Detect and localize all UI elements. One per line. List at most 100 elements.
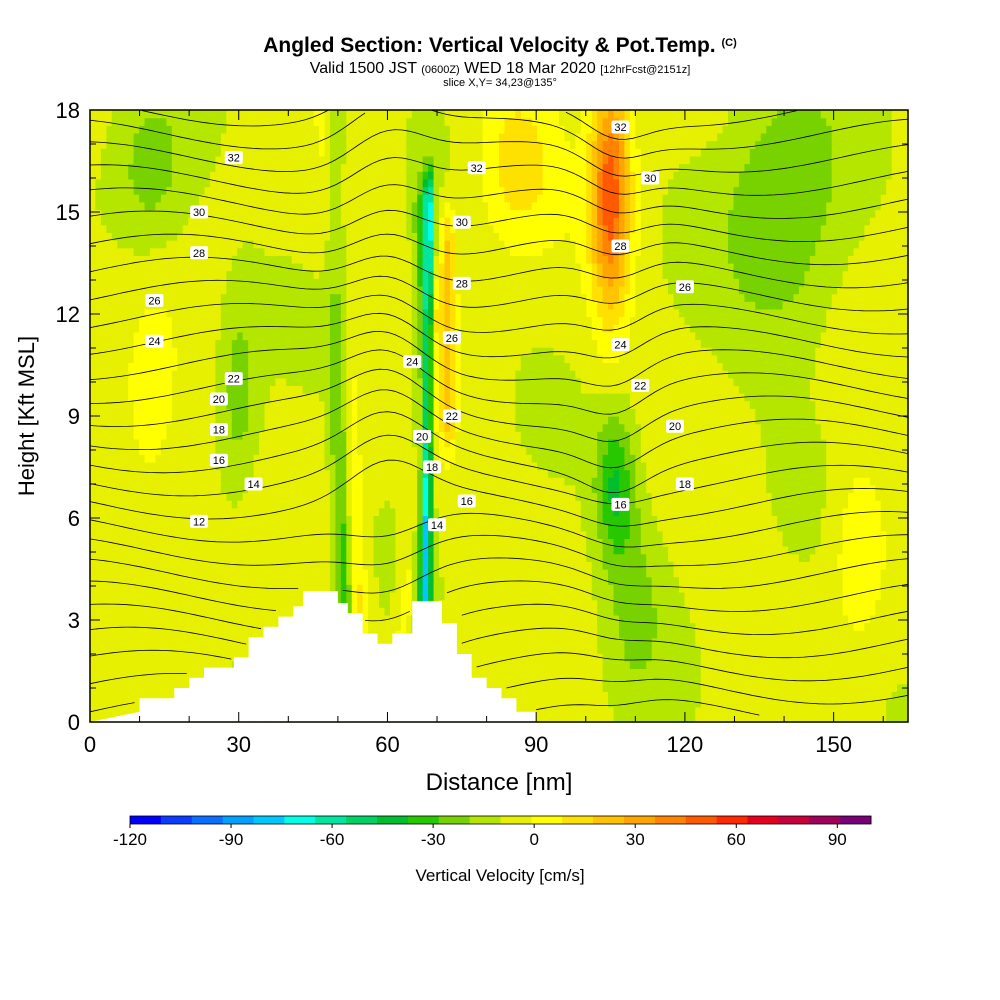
velocity-cell [242,607,249,616]
velocity-cell [144,446,151,455]
velocity-cell [248,370,255,379]
velocity-cell [335,362,342,371]
velocity-cell [275,232,282,241]
velocity-cell [144,240,151,249]
velocity-cell [182,614,189,624]
velocity-cell [117,461,124,471]
velocity-cell [259,201,266,211]
velocity-cell [209,408,217,417]
velocity-cell [182,477,189,486]
velocity-cell [226,538,233,547]
velocity-cell [155,423,162,432]
velocity-cell [417,507,424,517]
velocity-cell [117,691,124,700]
velocity-cell [237,538,244,547]
velocity-cell [351,569,358,578]
velocity-cell [166,500,173,509]
velocity-cell [182,653,189,662]
velocity-cell [417,224,424,233]
velocity-cell [100,454,107,463]
velocity-cell [389,140,396,149]
velocity-cell [193,140,200,149]
velocity-cell [90,408,97,417]
velocity-cell [122,569,129,578]
velocity-cell [275,354,282,364]
velocity-cell [324,232,331,241]
velocity-cell [302,431,309,440]
velocity-cell [144,454,151,463]
velocity-cell [346,285,353,295]
velocity-cell [357,408,364,417]
velocity-cell [237,614,244,624]
velocity-cell [171,217,178,226]
velocity-cell [329,293,336,302]
velocity-cell [269,324,277,333]
velocity-cell [226,438,233,448]
velocity-cell [406,385,413,394]
velocity-cell [346,224,353,233]
velocity-cell [209,377,217,386]
velocity-cell [90,324,97,333]
velocity-cell [220,614,227,624]
velocity-cell [384,377,391,386]
velocity-cell [389,553,396,562]
velocity-cell [302,224,309,233]
velocity-cell [209,217,217,226]
velocity-cell [215,270,222,279]
velocity-cell [177,255,184,264]
velocity-cell [128,599,135,608]
velocity-cell [400,370,407,379]
velocity-cell [379,438,386,448]
velocity-cell [220,301,227,310]
velocity-cell [346,125,353,134]
velocity-cell [329,201,336,211]
velocity-cell [373,278,380,287]
velocity-cell [384,492,391,501]
velocity-cell [117,209,124,218]
velocity-cell [182,469,189,478]
velocity-cell [171,477,178,486]
velocity-cell [231,477,238,486]
velocity-cell [100,676,107,685]
velocity-cell [155,117,162,126]
velocity-cell [319,285,326,295]
velocity-cell [106,217,113,226]
velocity-cell [253,217,260,226]
velocity-cell [149,492,157,501]
velocity-cell [188,622,195,631]
velocity-cell [149,125,157,134]
velocity-cell [199,614,206,624]
velocity-cell [422,140,429,149]
velocity-cell [199,622,206,631]
velocity-cell [231,132,238,142]
velocity-cell [100,584,107,593]
velocity-cell [368,354,375,364]
velocity-cell [368,614,375,624]
velocity-cell [166,163,173,172]
velocity-cell [133,301,140,310]
velocity-cell [368,186,375,195]
velocity-cell [182,530,189,539]
velocity-cell [379,607,386,616]
velocity-cell [220,224,227,233]
velocity-cell [411,117,418,126]
velocity-cell [373,263,380,272]
velocity-cell [248,293,255,302]
velocity-cell [139,599,146,608]
velocity-cell [291,416,298,425]
velocity-cell [182,660,189,670]
velocity-cell [106,339,113,348]
velocity-cell [291,477,298,486]
velocity-cell [253,607,260,616]
velocity-cell [362,331,369,341]
velocity-cell [209,599,217,608]
velocity-cell [177,530,184,539]
velocity-cell [362,461,369,471]
velocity-cell [133,683,140,692]
velocity-cell [302,171,309,180]
velocity-cell [253,178,260,188]
velocity-cell [193,171,200,180]
velocity-cell [400,140,407,149]
velocity-cell [406,400,413,409]
velocity-cell [389,354,396,364]
